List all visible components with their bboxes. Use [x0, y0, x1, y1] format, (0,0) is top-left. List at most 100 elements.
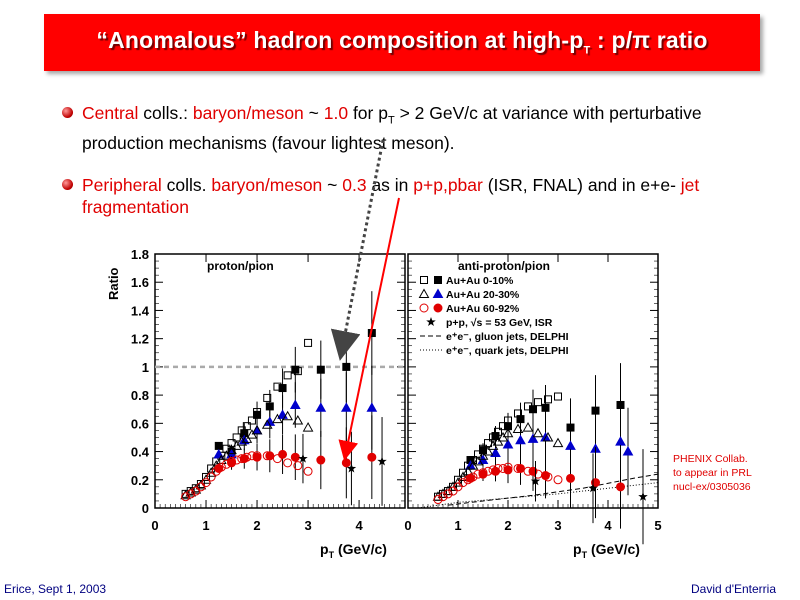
citation-line: to appear in PRL [673, 467, 752, 479]
citation-line: nucl-ex/0305036 [673, 481, 751, 493]
data-series [466, 444, 625, 529]
data-point [180, 489, 191, 500]
data-point [216, 462, 226, 472]
data-point [205, 467, 217, 477]
data-point [315, 402, 327, 412]
data-point [278, 384, 287, 393]
data-point [221, 459, 231, 469]
data-point [292, 414, 304, 425]
data-point [253, 408, 262, 417]
data-point [616, 482, 625, 492]
data-point [340, 402, 352, 412]
data-point [290, 452, 300, 462]
data-point [438, 492, 448, 502]
legend-marker [426, 317, 436, 327]
legend-marker [419, 303, 429, 313]
y-tick-label: 1 [142, 360, 149, 375]
text: (ISR, FNAL) and in e+e- [482, 174, 681, 195]
data-point [483, 466, 493, 476]
data-point [543, 472, 553, 482]
data-point [554, 392, 562, 401]
bullet-central: Central colls.: baryon/meson ~ 1.0 for p… [62, 102, 752, 154]
panel-title: proton/pion [207, 259, 274, 273]
data-point [458, 478, 468, 488]
bullet-dot-icon [62, 107, 73, 118]
bullet-list: Central colls.: baryon/meson ~ 1.0 for p… [62, 102, 752, 218]
text: > 2 GeV/c at variance with perturbative … [82, 103, 702, 153]
x-axis-label: pT (GeV/c) [320, 541, 387, 560]
legend-marker [433, 303, 443, 313]
data-point [478, 468, 488, 478]
y-tick-label: 0.6 [131, 416, 149, 431]
data-point [443, 489, 453, 499]
data-point [242, 422, 251, 431]
data-point [503, 465, 513, 475]
data-point [532, 427, 544, 438]
data-point [186, 489, 196, 499]
data-point [302, 422, 314, 432]
data-point [493, 463, 503, 473]
text: as in [366, 174, 414, 195]
data-point [242, 452, 252, 462]
data-point [615, 436, 626, 446]
text: ~ [322, 174, 343, 195]
data-point [272, 454, 282, 464]
x-tick-label: 1 [454, 518, 461, 533]
y-tick-label: 0 [142, 501, 149, 516]
data-point [214, 441, 223, 450]
data-point [283, 458, 293, 468]
legend-label: Au+Au 0-10% [446, 275, 514, 287]
y-tick-label: 1.8 [131, 247, 149, 262]
legend-marker [418, 288, 430, 298]
y-tick-label: 1.6 [131, 275, 149, 290]
data-point [482, 446, 494, 456]
data-point [304, 338, 313, 347]
title-bar: “Anomalous” hadron composition at high-p… [44, 14, 760, 71]
data-point [251, 424, 263, 435]
data-point [433, 495, 443, 505]
data-point [265, 451, 275, 461]
legend-entry [419, 303, 443, 313]
data-series [433, 462, 563, 505]
data-point [516, 415, 525, 424]
data-point [515, 434, 526, 445]
data-point [491, 432, 500, 441]
data-point [298, 453, 308, 463]
data-point [588, 483, 598, 493]
data-point [181, 492, 191, 502]
data-point [252, 451, 262, 461]
y-tick-label: 0.4 [131, 445, 150, 460]
x-tick-label: 0 [404, 518, 411, 533]
data-point [261, 419, 273, 429]
data-point [263, 393, 272, 402]
text: ~ [303, 103, 324, 123]
data-point [524, 402, 532, 411]
x-tick-label: 4 [604, 518, 612, 533]
legend-label: p+p, √s = 53 GeV, ISR [446, 317, 553, 329]
data-series [181, 338, 313, 498]
data-point [522, 422, 534, 432]
data-point [293, 367, 302, 376]
data-point [185, 486, 197, 497]
data-point [272, 413, 283, 424]
central-label: Central [82, 103, 139, 123]
data-series [180, 410, 314, 500]
x-tick-label: 3 [554, 518, 561, 533]
data-series [530, 449, 648, 545]
data-point [247, 416, 256, 425]
data-point [283, 371, 292, 380]
data-point [513, 463, 523, 473]
data-point [247, 451, 257, 461]
data-point [342, 362, 351, 371]
data-point [282, 410, 294, 421]
data-point [237, 426, 246, 435]
quark-jets-curve [417, 482, 659, 509]
x-tick-label: 3 [304, 518, 311, 533]
data-point [206, 472, 216, 482]
y-tick-label: 1.4 [131, 303, 150, 318]
data-point [544, 395, 552, 404]
data-point [533, 469, 543, 479]
data-point [529, 405, 537, 414]
legend-marker [432, 288, 444, 298]
data-point [341, 458, 351, 468]
